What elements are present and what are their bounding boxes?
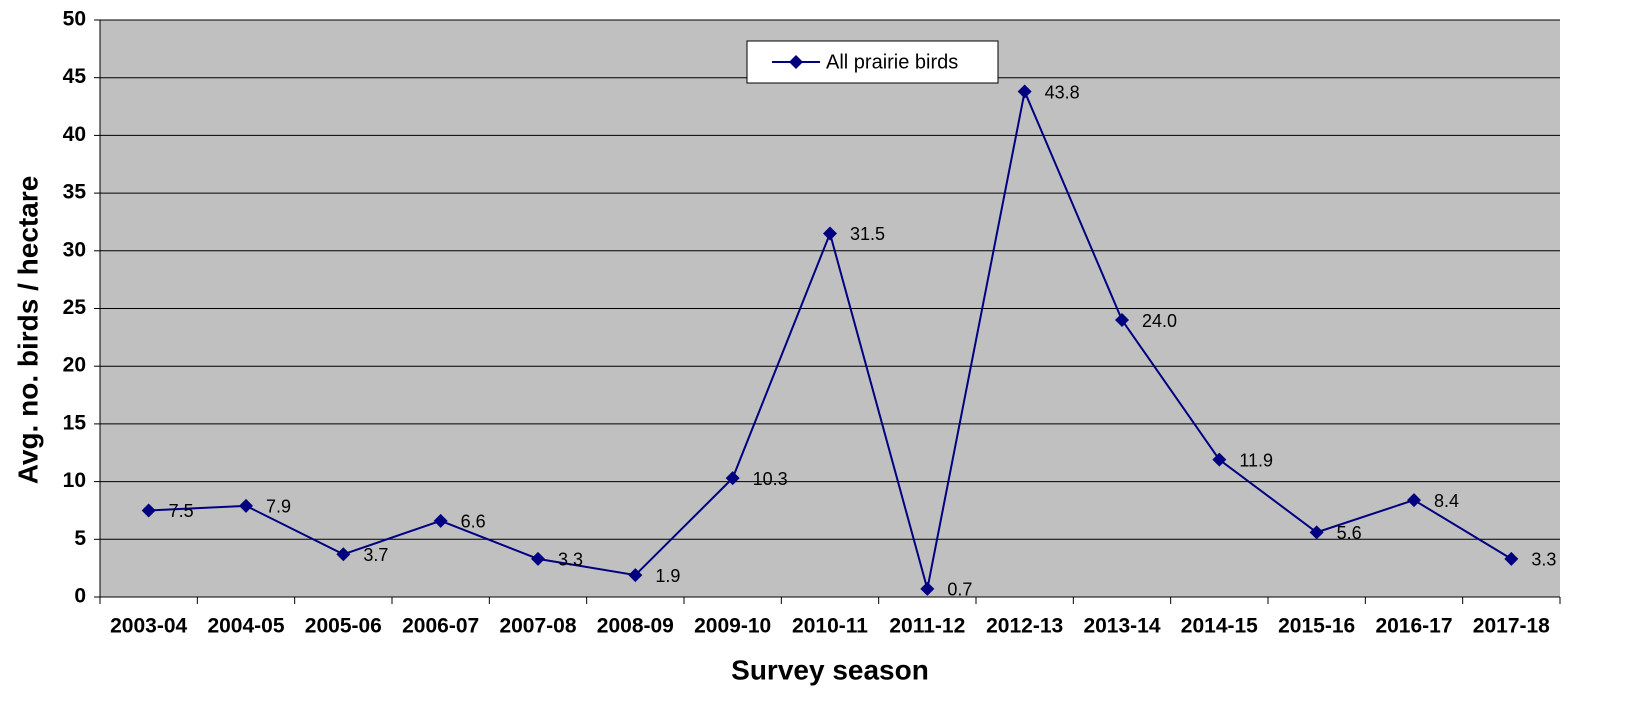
y-tick-label: 30 (63, 238, 86, 261)
marker (1017, 84, 1032, 99)
x-tick-label: 2005-06 (305, 615, 382, 638)
x-tick-label: 2012-13 (986, 615, 1063, 638)
x-tick-label: 2013-14 (1083, 615, 1160, 638)
marker (920, 581, 935, 596)
x-tick-label: 2011-12 (889, 615, 965, 638)
x-tick-label: 2017-18 (1473, 615, 1550, 638)
x-axis-title: Survey season (731, 654, 929, 685)
y-tick-label: 15 (63, 411, 87, 434)
data-label: 31.5 (850, 224, 885, 244)
marker (1115, 313, 1129, 328)
marker (141, 503, 156, 518)
x-tick-label: 2003-04 (110, 615, 187, 638)
marker (1309, 525, 1324, 540)
data-label: 6.6 (461, 512, 486, 532)
x-tick-label: 2004-05 (207, 615, 284, 638)
data-label: 0.7 (947, 580, 972, 600)
marker (1212, 452, 1227, 467)
x-tick-label: 2010-11 (792, 615, 868, 638)
marker (336, 547, 351, 562)
x-tick-label: 2015-16 (1278, 615, 1355, 638)
marker (1407, 493, 1421, 508)
marker (531, 551, 545, 566)
legend-label: All prairie birds (826, 51, 958, 73)
marker (1504, 551, 1519, 566)
x-tick-label: 2008-09 (597, 615, 674, 638)
legend-marker (789, 55, 803, 69)
y-tick-label: 40 (63, 123, 86, 146)
marker (239, 498, 253, 513)
data-label: 11.9 (1239, 450, 1273, 470)
x-tick-label: 2006-07 (402, 615, 479, 638)
x-tick-label: 2009-10 (694, 615, 771, 638)
data-label: 1.9 (655, 566, 680, 586)
y-tick-label: 20 (63, 354, 86, 377)
marker (823, 226, 837, 241)
data-label: 5.6 (1337, 523, 1362, 543)
data-label: 7.5 (169, 501, 194, 521)
y-tick-label: 35 (63, 181, 87, 204)
x-tick-label: 2007-08 (499, 615, 576, 638)
y-tick-label: 25 (63, 296, 87, 319)
y-tick-label: 10 (63, 469, 86, 492)
data-label: 10.3 (753, 469, 788, 489)
data-label: 8.4 (1434, 491, 1459, 511)
data-label: 24.0 (1142, 311, 1177, 331)
y-tick-label: 50 (63, 8, 86, 31)
data-label: 3.7 (363, 545, 388, 565)
data-label: 7.9 (266, 497, 291, 517)
x-tick-label: 2014-15 (1181, 615, 1258, 638)
data-label: 3.3 (1531, 550, 1556, 570)
y-tick-label: 0 (74, 585, 86, 608)
y-tick-label: 45 (63, 65, 87, 88)
marker (433, 513, 448, 528)
y-tick-label: 5 (74, 527, 86, 550)
data-label: 3.3 (558, 550, 583, 570)
data-label: 43.8 (1045, 82, 1080, 102)
marker (628, 568, 643, 583)
x-tick-label: 2016-17 (1375, 615, 1452, 638)
marker (725, 471, 740, 486)
y-axis-title: Avg. no. birds / hectare (12, 176, 43, 485)
